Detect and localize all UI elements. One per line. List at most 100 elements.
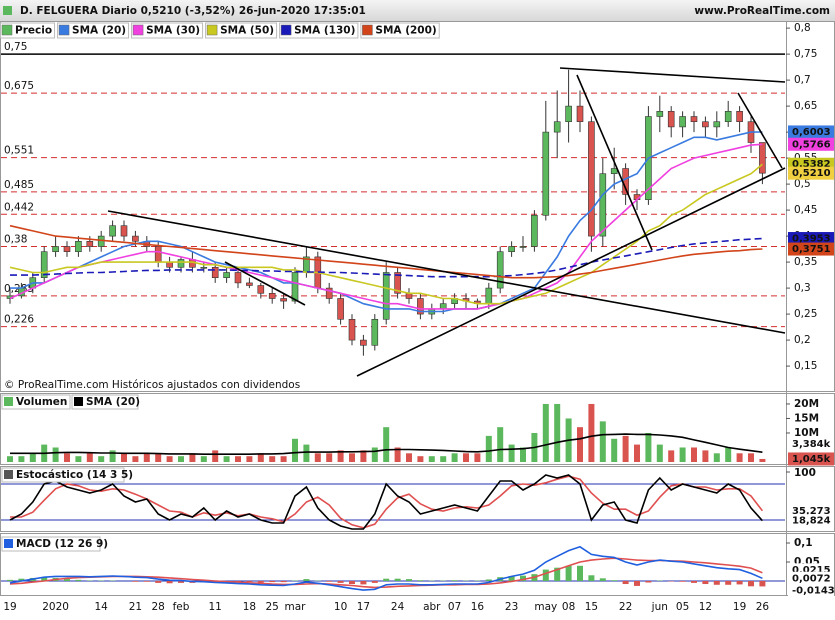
- volume-bar: [474, 453, 481, 462]
- volume-bar: [417, 456, 424, 462]
- macd-histogram-bar: [349, 580, 355, 585]
- volume-bar: [645, 432, 652, 462]
- volume-bar: [166, 456, 173, 462]
- legend-swatch: [132, 24, 144, 36]
- candle-body: [713, 121, 721, 128]
- volume-bar: [98, 456, 105, 462]
- macd-histogram-bar: [371, 580, 378, 583]
- panel-label: Estocástico (14 3 5): [16, 469, 133, 481]
- volume-bar: [200, 456, 207, 462]
- candle-body: [599, 173, 607, 237]
- x-tick-label: mar: [285, 601, 307, 613]
- value-tag-label: 3,384k: [792, 439, 831, 450]
- volume-bar: [713, 453, 720, 462]
- value-tag-label: 0,0215: [792, 565, 831, 576]
- volume-bar: [394, 447, 401, 462]
- y-tick-label: 0,45: [794, 204, 817, 216]
- volume-bar: [178, 456, 184, 462]
- candle-body: [75, 240, 82, 252]
- x-tick-label: 19: [733, 601, 746, 613]
- volume-bar: [109, 450, 116, 462]
- candle-body: [63, 246, 71, 252]
- panel-label: Volumen: [16, 396, 67, 408]
- legend-swatch: [362, 24, 373, 36]
- value-tag-label: 18,824: [792, 516, 831, 527]
- x-tick-label: 07: [448, 601, 461, 613]
- legend-swatch: [4, 470, 13, 479]
- candle-body: [177, 259, 185, 268]
- header-icon: [3, 6, 12, 15]
- macd-histogram-bar: [554, 567, 561, 581]
- macd-histogram-bar: [326, 580, 333, 582]
- x-tick-label: feb: [173, 601, 190, 613]
- trend-line: [356, 167, 786, 377]
- legend-swatch: [206, 24, 218, 36]
- volume-bar: [7, 456, 13, 462]
- candle-body: [667, 111, 675, 128]
- candle-body: [759, 142, 766, 174]
- volume-bar: [634, 444, 640, 462]
- macd-histogram-bar: [725, 580, 732, 585]
- legend-label: SMA (130): [294, 25, 355, 37]
- volume-bar: [463, 453, 469, 462]
- legend-swatch: [58, 24, 70, 36]
- candle-body: [97, 235, 105, 247]
- level-label: 0,75: [4, 41, 27, 53]
- value-tag-label: 0,5210: [792, 168, 831, 179]
- candle-body: [337, 298, 344, 320]
- candle-body: [553, 121, 561, 133]
- candle-body: [702, 121, 709, 128]
- macd-histogram-bar: [246, 580, 253, 583]
- x-tick-label: abr: [423, 601, 441, 613]
- volume-bar: [18, 456, 25, 462]
- volume-bar: [212, 450, 219, 462]
- volume-bar: [520, 447, 526, 462]
- volume-bar: [577, 427, 583, 462]
- level-label: 0,675: [4, 80, 34, 92]
- x-tick-label: jun: [651, 601, 668, 613]
- macd-histogram-bar: [360, 580, 367, 585]
- x-tick-label: 14: [95, 601, 109, 613]
- y-tick-label: 0,35: [794, 256, 817, 268]
- trend-line: [737, 92, 783, 169]
- macd-histogram-bar: [18, 578, 25, 581]
- y-tick-label: 0,1: [794, 537, 813, 549]
- macd-histogram-bar: [599, 578, 606, 581]
- candle-body: [690, 116, 698, 123]
- volume-bar: [702, 450, 709, 462]
- macd-histogram-bar: [178, 580, 184, 583]
- y-tick-label: 0,2: [794, 334, 811, 346]
- candle-body: [371, 318, 379, 346]
- legend-box: [0, 22, 56, 39]
- candle-body: [360, 339, 367, 346]
- volume-bar: [497, 427, 504, 462]
- volume-bar: [349, 453, 355, 462]
- x-tick-label: 05: [676, 601, 689, 613]
- volume-sma: [10, 433, 763, 455]
- volume-bar: [440, 456, 447, 462]
- candle-body: [542, 131, 550, 216]
- volume-bar: [679, 447, 686, 462]
- candle-body: [40, 251, 48, 278]
- volume-bar: [691, 447, 697, 462]
- x-tick-label: 23: [505, 601, 518, 613]
- macd-histogram-bar: [679, 580, 686, 582]
- y-tick-label: 100: [794, 467, 816, 479]
- volume-bar: [246, 456, 253, 462]
- panel-label-box: [1, 467, 125, 483]
- legend-label: SMA (200): [375, 25, 436, 37]
- level-label: 0,226: [4, 314, 34, 326]
- candle-body: [257, 285, 265, 294]
- macd-histogram-bar: [64, 579, 70, 581]
- volume-bar: [599, 421, 606, 462]
- level-label: 0,485: [4, 179, 34, 191]
- volume-bar: [155, 453, 162, 462]
- candle-body: [485, 287, 493, 304]
- x-tick-label: 19: [3, 601, 16, 613]
- x-tick-label: 25: [266, 601, 279, 613]
- chart-title: D. FELGUERA Diario 0,5210 (-3,52%) 26-ju…: [20, 5, 366, 17]
- candle-body: [588, 121, 595, 237]
- value-tag: [788, 125, 834, 139]
- volume-bar: [314, 453, 321, 462]
